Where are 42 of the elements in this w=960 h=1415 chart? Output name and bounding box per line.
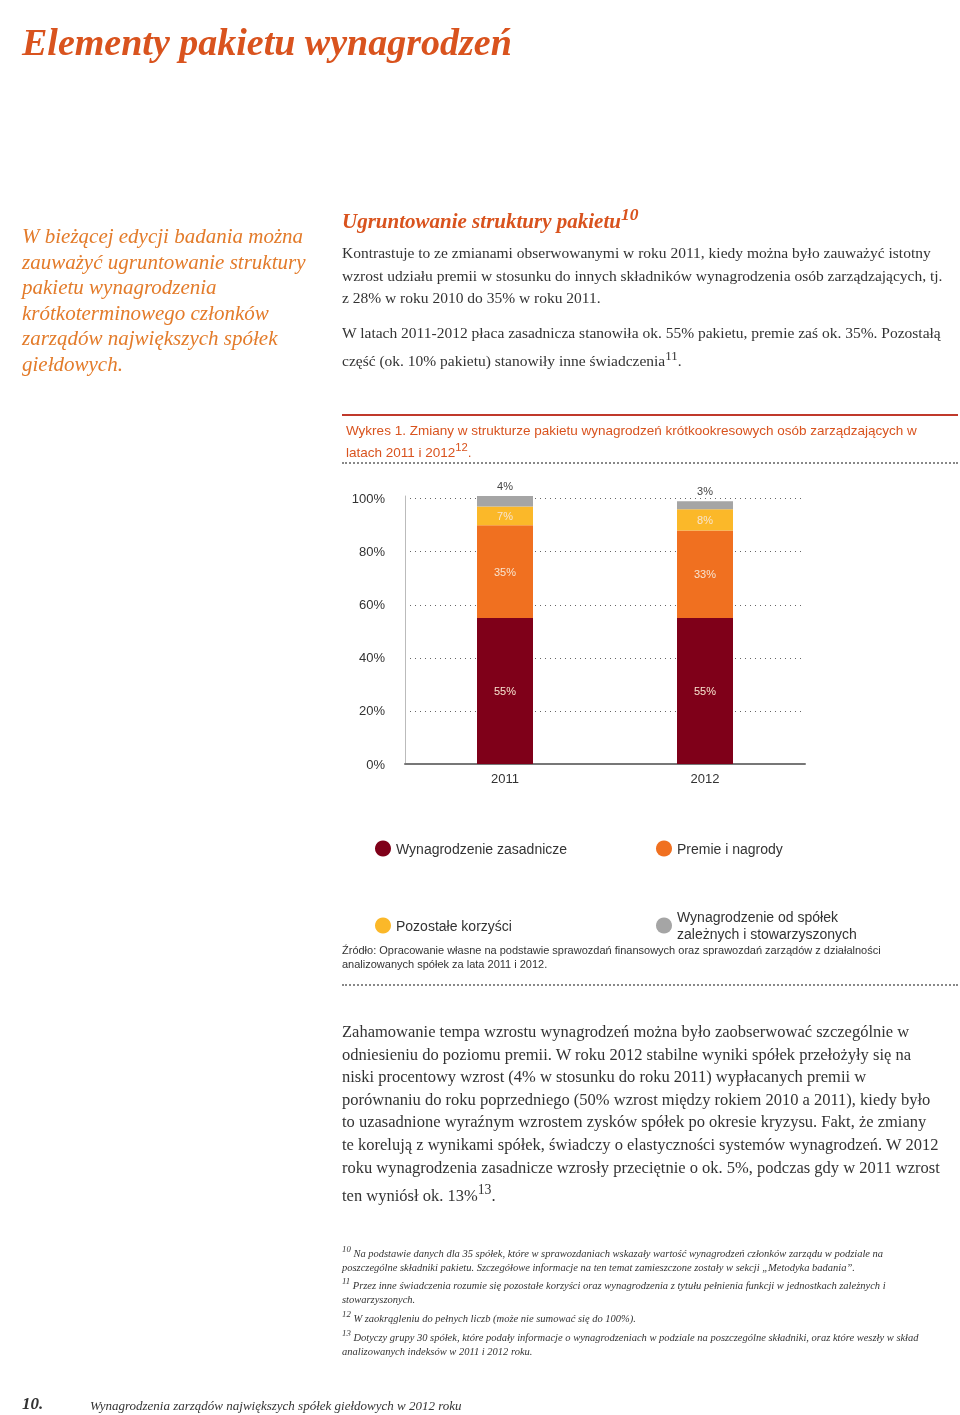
text: $^{10}$ Na podstawie danych dla 35 spółek, które w sprawozdaniach wskazały wartość wynagrodzeń członków zarządu w podziale na poszczególne składniki pakietu. Szczegółowe informacje na ten temat zamieszczone zostały w sekcji „Metodyka badania”. — [342, 1243, 885, 1275]
bar — [677, 530, 733, 619]
text: Źródło: Opracowanie własne na podstawie sprawozdań finansowych oraz sprawozdań zarządów z działalności analizowanych spółek za lata 2011 i 2012. — [342, 943, 882, 971]
bar — [477, 496, 533, 507]
text: Ugruntowanie struktury pakietu$^{10}$ — [342, 204, 640, 234]
text: 10. — [22, 1394, 45, 1414]
bar — [677, 509, 733, 531]
text: $^{12}$ W zaokrągleniu do pełnych liczb (może nie sumować się do 100%). — [342, 1308, 637, 1326]
y-tick-label: 20% — [358, 703, 386, 719]
data-label: 3% — [697, 484, 714, 497]
bar — [477, 506, 533, 526]
legend-label: Premie i nagrody — [677, 840, 783, 857]
data-label: 55% — [493, 685, 517, 698]
data-label: 35% — [493, 565, 517, 578]
text: Elementy pakietu wynagrodzeń — [22, 20, 513, 64]
bar — [677, 501, 733, 510]
text: Zahamowanie tempa wzrostu wynagrodzeń można było zaobserwować szczególnie w odniesieniu do poziomu premii. W roku 2012 stabilne wyniki spółek przełożyły się na niski procentowy wzrost (4% w stosunku do roku 2011) wypłacanych premii w porównaniu do roku poprzedniego (50% wzrost między rokiem 2010 a 2011), kiedy było to uzasadnione wyraźnym wzrostem zysków spółek po okresie kryzysu. Fakt, że zmiany te korelują z wynikami spółek, świadczy o elastyczności systemów wynagrodzeń. W 2012 roku wynagrodzenia zasadnicze wzrosły przeciętnie o ok. 5%, podczas gdy w 2011 wzrost ten wyniósł ok. 13%$^{13}$. — [342, 1022, 940, 1205]
bar — [677, 618, 733, 764]
legend-label: Wynagrodzenie od spółek zależnych i stowarzyszonych — [677, 909, 857, 942]
text: $^{13}$ Dotyczy grupy 30 spółek, które podały informacje o wynagrodzeniach w podziale na poszczególne składniki, oraz które weszły w skład analizowanych indeksów w 2011 i 2012 roku. — [342, 1327, 920, 1359]
y-tick-label: 40% — [358, 650, 386, 666]
data-label: 7% — [497, 509, 514, 522]
data-label: 8% — [697, 513, 714, 526]
legend-label: Pozostałe korzyści — [396, 917, 512, 934]
x-tick-label: 2011 — [491, 771, 519, 786]
text: Wynagrodzenia zarządów największych spółek giełdowych w 2012 roku — [90, 1398, 463, 1414]
text: $^{11}$ Przez inne świadczenia rozumie się pozostałe korzyści oraz wynagrodzenia z tytułu pełnienia funkcji w jednostkach zależnych i stowarzyszonych. — [342, 1275, 887, 1307]
y-tick-label: 80% — [358, 544, 386, 560]
chart-title: Wykres 1. Zmiany w strukturze pakietu wynagrodzeń krótkookresowych osób zarządzających w latach 2011 i 2012$^{12}$. — [346, 422, 918, 461]
legend-label: Wynagrodzenie zasadnicze — [396, 840, 568, 857]
y-tick-label: 60% — [358, 597, 386, 613]
data-label: 55% — [693, 685, 717, 698]
y-tick-label: 100% — [351, 491, 386, 507]
data-label: 33% — [693, 568, 717, 581]
text: W latach 2011-2012 płaca zasadnicza stanowiła ok. 55% pakietu, premie zaś ok. 35%. Pozostałą część (ok. 10% pakietu) stanowiły inne świadczenia$^{11}$. — [342, 323, 942, 371]
x-tick-label: 2012 — [690, 771, 720, 786]
text: W bieżącej edycji badania można zauważyć ugruntowanie struktury pakietu wynagrodzenia krótkoterminowego członków zarządów największych spółek giełdowych. — [22, 224, 307, 377]
y-tick-label: 0% — [366, 756, 386, 772]
bar — [477, 618, 533, 764]
text: Kontrastuje to ze zmianami obserwowanymi w roku 2011, kiedy można było zauważyć istotny wzrost udziału premii w stosunku do innych składników wynagrodzenia osób zarządzających, tj. z 28% w roku 2010 do 35% w roku 2011. — [342, 243, 944, 308]
data-label: 4% — [497, 479, 514, 492]
bar — [477, 525, 533, 619]
